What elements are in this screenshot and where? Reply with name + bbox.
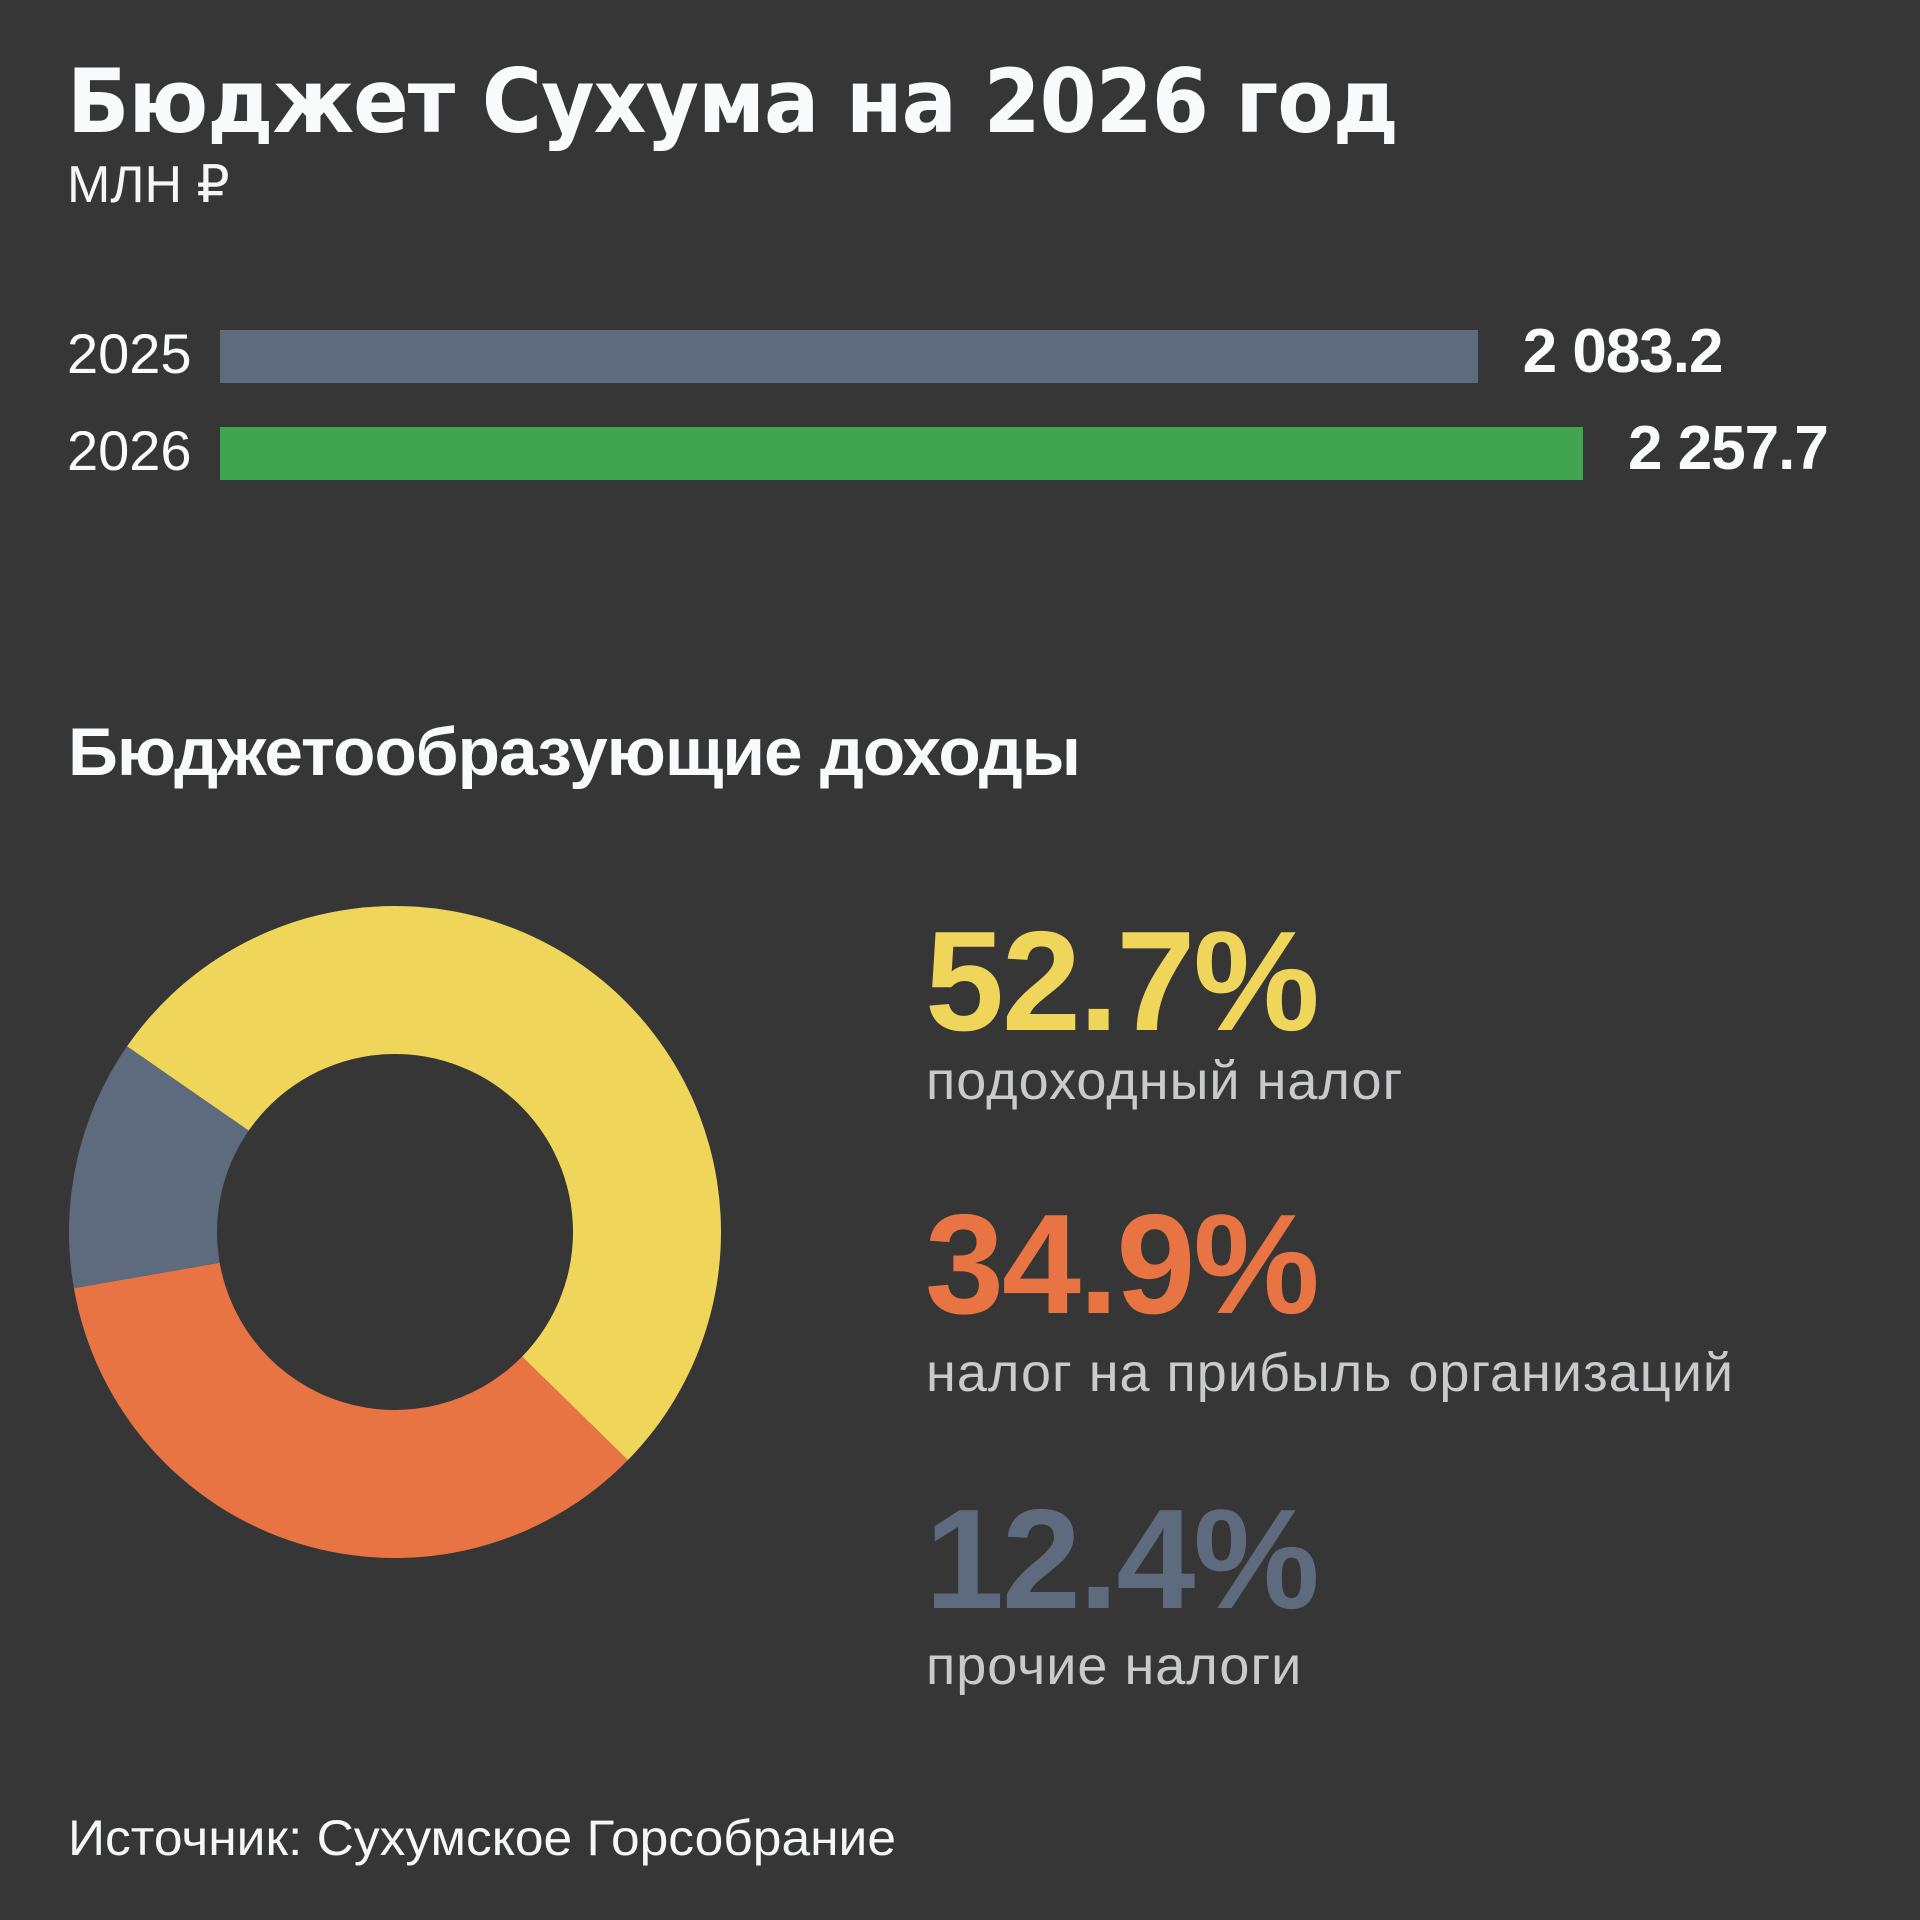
- donut-slice-profit-tax: [73, 1262, 628, 1558]
- source-note: Источник: Сухумское Горсобрание: [68, 1810, 897, 1866]
- percent-profit-tax: 34.9%: [925, 1185, 1320, 1344]
- page-title: Бюджет Сухума на 2026 год: [67, 50, 1399, 153]
- label-other-taxes: прочие налоги: [926, 1636, 1303, 1696]
- bar-value-2025: 2 083.2: [1522, 317, 1724, 386]
- bar-2026: [220, 427, 1583, 480]
- label-profit-tax: налог на прибыль организаций: [926, 1343, 1735, 1403]
- bar-value-2026: 2 257.7: [1628, 414, 1829, 483]
- revenue-donut-chart: [69, 906, 721, 1558]
- bar-2025: [220, 330, 1478, 383]
- unit-label: МЛН ₽: [67, 156, 230, 214]
- year-label-2026: 2026: [67, 419, 192, 482]
- percent-income-tax: 52.7%: [925, 902, 1320, 1061]
- donut-slice-income-tax: [126, 906, 721, 1461]
- year-label-2025: 2025: [67, 322, 192, 385]
- label-income-tax: подоходный налог: [926, 1051, 1404, 1111]
- percent-other-taxes: 12.4%: [925, 1480, 1320, 1639]
- donut-slice-other-taxes: [69, 1046, 249, 1289]
- section-title-revenue: Бюджетообразующие доходы: [68, 714, 1081, 790]
